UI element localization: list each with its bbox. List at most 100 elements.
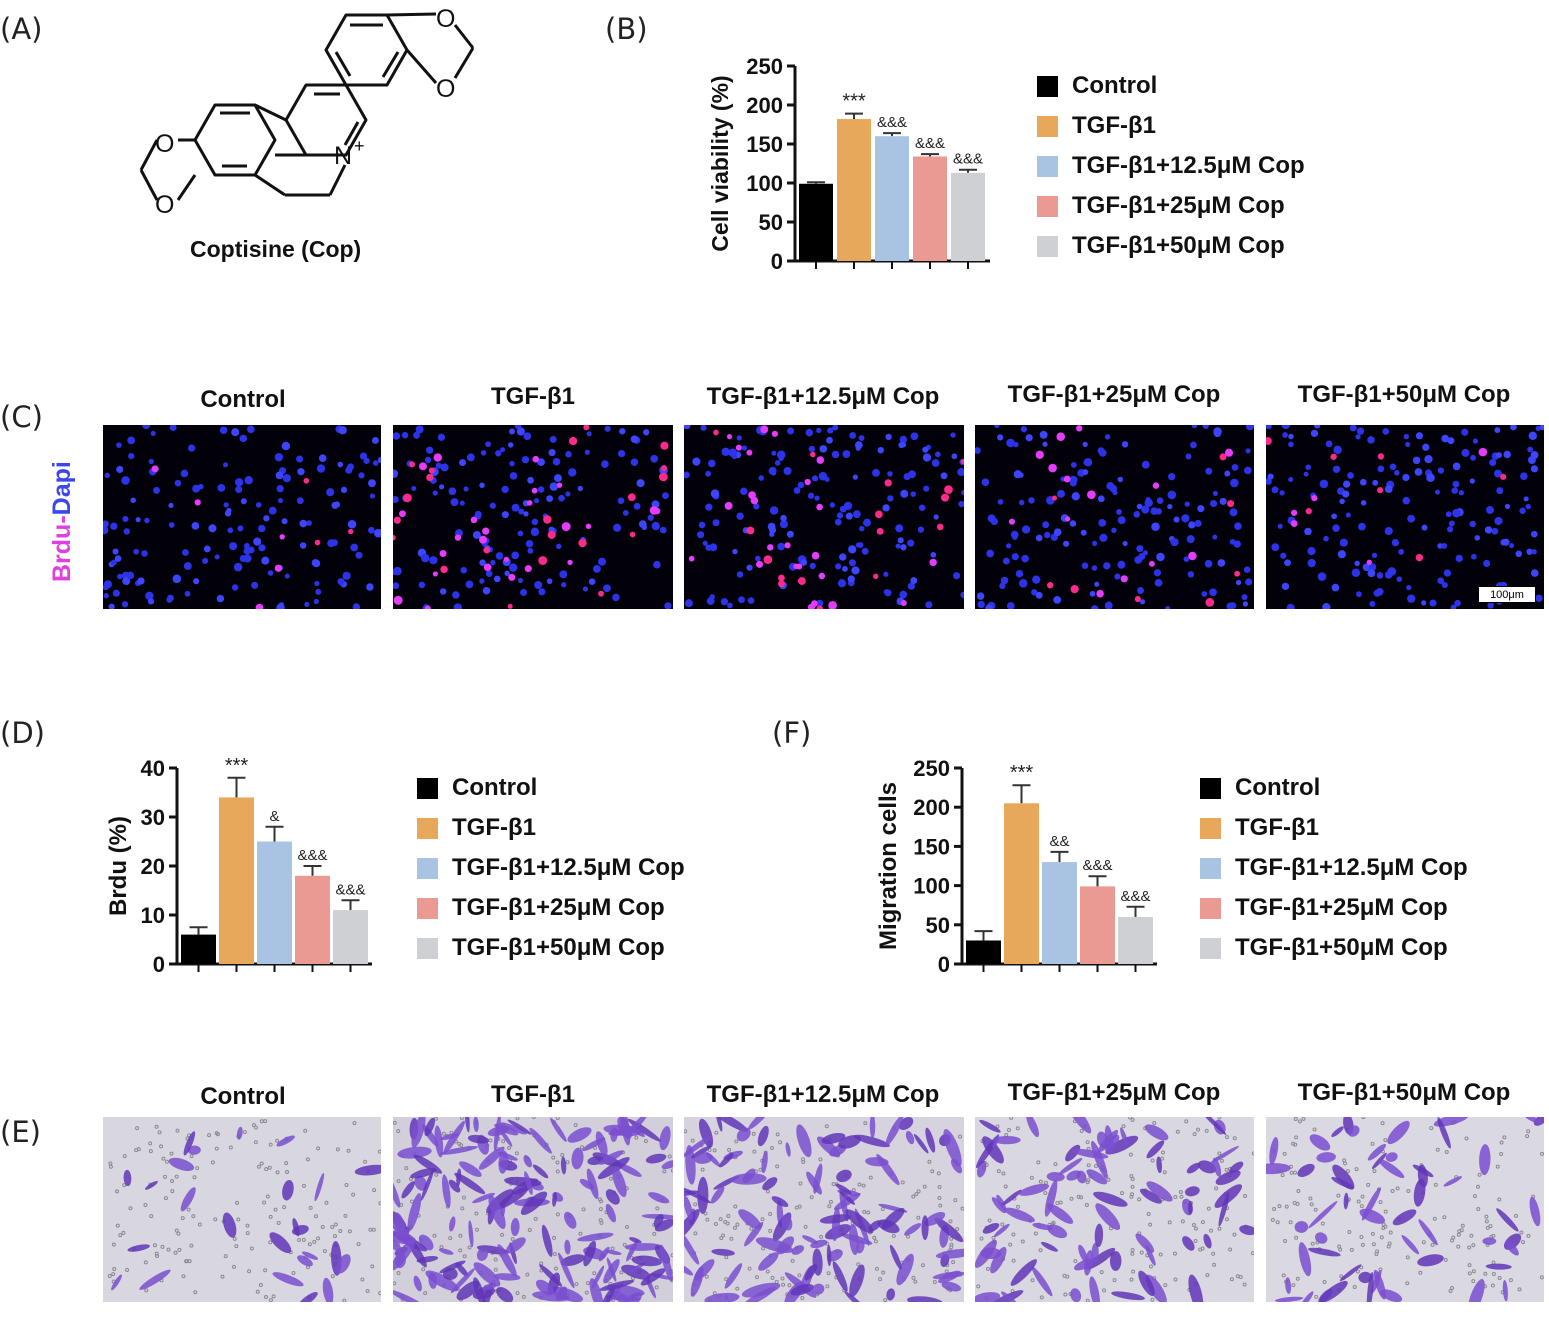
atom-o-1: O <box>436 5 455 33</box>
legend-swatch <box>1200 817 1221 839</box>
legend-swatch <box>417 937 438 959</box>
transwell-image-tgf <box>393 1117 673 1302</box>
legend-swatch <box>417 857 438 879</box>
y-tick-label: 200 <box>913 795 950 820</box>
y-tick-label: 0 <box>153 952 165 977</box>
panel-label-b: (B) <box>605 12 648 46</box>
transwell-title-25: TGF-β1+25μM Cop <box>1007 1079 1221 1106</box>
legend-swatch <box>1037 155 1058 177</box>
significance-label: &&& <box>1082 857 1112 874</box>
panel-label-e: (E) <box>0 1115 41 1149</box>
legend-label: TGF-β1+50μM Cop <box>452 934 665 961</box>
y-axis-label: Brdu (%) <box>105 816 132 916</box>
brdu-title-25: TGF-β1+25μM Cop <box>1007 381 1221 408</box>
atom-o-4: O <box>155 191 174 219</box>
transwell-title-tgf: TGF-β1 <box>491 1081 575 1108</box>
y-tick-label: 50 <box>926 913 950 938</box>
atom-charge: + <box>354 136 365 156</box>
panel-label-c: (C) <box>0 400 43 434</box>
bar <box>181 934 216 964</box>
legend-label: Control <box>452 774 538 801</box>
brdu-image-12-5 <box>684 425 964 609</box>
legend-item: TGF-β1 <box>1200 814 1319 842</box>
y-axis-label: Migration cells <box>875 782 902 950</box>
legend-label: TGF-β1+25μM Cop <box>1235 894 1448 921</box>
legend-label: TGF-β1+12.5μM Cop <box>1235 854 1468 881</box>
bar <box>875 136 909 261</box>
molecule-name: Coptisine (Cop) <box>190 236 362 262</box>
legend-item: TGF-β1+50μM Cop <box>1200 934 1448 962</box>
brdu-image-50 <box>1266 425 1544 609</box>
legend-label: TGF-β1 <box>1235 814 1319 841</box>
atom-o-2: O <box>436 75 455 103</box>
legend-swatch <box>1037 75 1058 97</box>
bar <box>951 172 985 261</box>
bar <box>913 156 947 261</box>
legend-swatch <box>1037 115 1058 137</box>
legend-item: TGF-β1+50μM Cop <box>1037 232 1285 260</box>
legend-label: TGF-β1+50μM Cop <box>1235 934 1448 961</box>
y-tick-label: 40 <box>141 756 165 781</box>
brdu-image-25 <box>975 425 1254 609</box>
transwell-title-12-5: TGF-β1+12.5μM Cop <box>706 1081 940 1108</box>
brdu-title-tgf: TGF-β1 <box>491 383 575 410</box>
transwell-image-control <box>103 1117 381 1302</box>
y-axis-label: Cell viability (%) <box>707 75 733 251</box>
legend-item: TGF-β1+12.5μM Cop <box>1200 854 1468 882</box>
legend-item: TGF-β1 <box>1037 112 1156 140</box>
brdu-title-50: TGF-β1+50μM Cop <box>1297 381 1511 408</box>
significance-label: &&& <box>1120 888 1150 905</box>
legend-swatch <box>1200 937 1221 959</box>
legend-label: Control <box>1235 774 1321 801</box>
legend-item: TGF-β1+12.5μM Cop <box>417 854 685 882</box>
y-tick-label: 250 <box>913 756 950 781</box>
significance-label: & <box>269 808 279 825</box>
bar <box>257 841 292 964</box>
transwell-title-50: TGF-β1+50μM Cop <box>1297 1079 1511 1106</box>
brdu-image-tgf <box>393 425 673 609</box>
y-tick-label: 20 <box>141 854 165 879</box>
bar <box>799 183 833 261</box>
legend-item: TGF-β1+50μM Cop <box>417 934 665 962</box>
y-tick-label: 100 <box>913 874 950 899</box>
significance-label: *** <box>1010 762 1034 784</box>
legend-item: TGF-β1+25μM Cop <box>1037 192 1285 220</box>
legend-swatch <box>417 817 438 839</box>
bar <box>219 797 254 964</box>
transwell-image-25 <box>975 1117 1254 1302</box>
significance-label: &&& <box>297 847 327 864</box>
brdu-image-control <box>103 425 381 609</box>
bar <box>966 940 1001 964</box>
legend-item: TGF-β1+12.5μM Cop <box>1037 152 1305 180</box>
atom-n: N <box>334 142 352 170</box>
legend-label: TGF-β1+12.5μM Cop <box>1072 152 1305 179</box>
scale-bar: 100μm <box>1478 586 1536 603</box>
legend-item: TGF-β1+25μM Cop <box>1200 894 1448 922</box>
y-tick-label: 200 <box>746 93 783 118</box>
significance-label: &&& <box>877 114 907 131</box>
significance-label: *** <box>225 755 249 777</box>
legend-item: TGF-β1 <box>417 814 536 842</box>
legend-item: TGF-β1+25μM Cop <box>417 894 665 922</box>
legend-label: TGF-β1+25μM Cop <box>1072 192 1285 219</box>
y-tick-label: 10 <box>141 903 165 928</box>
legend-swatch <box>417 777 438 799</box>
legend-swatch <box>1037 235 1058 257</box>
panel-label-d: (D) <box>0 716 45 750</box>
legend-item: Control <box>1200 774 1320 802</box>
brdu-dash: - <box>48 515 76 524</box>
legend-label: TGF-β1+50μM Cop <box>1072 232 1285 259</box>
panel-label-a: (A) <box>0 12 43 46</box>
bar <box>295 875 330 964</box>
panel-label-f: (F) <box>772 716 812 750</box>
atom-o-3: O <box>155 130 174 158</box>
dapi-word: Dapi <box>48 461 76 516</box>
significance-label: &&& <box>915 135 945 152</box>
y-tick-label: 150 <box>913 834 950 859</box>
brdu-title-12-5: TGF-β1+12.5μM Cop <box>706 383 940 410</box>
legend-label: Control <box>1072 72 1158 99</box>
legend-item: Control <box>1037 72 1157 100</box>
brdu-word: Brdu <box>48 523 76 582</box>
significance-label: &&& <box>953 151 983 168</box>
brdu-dapi-label: Brdu-Dapi <box>48 461 77 582</box>
